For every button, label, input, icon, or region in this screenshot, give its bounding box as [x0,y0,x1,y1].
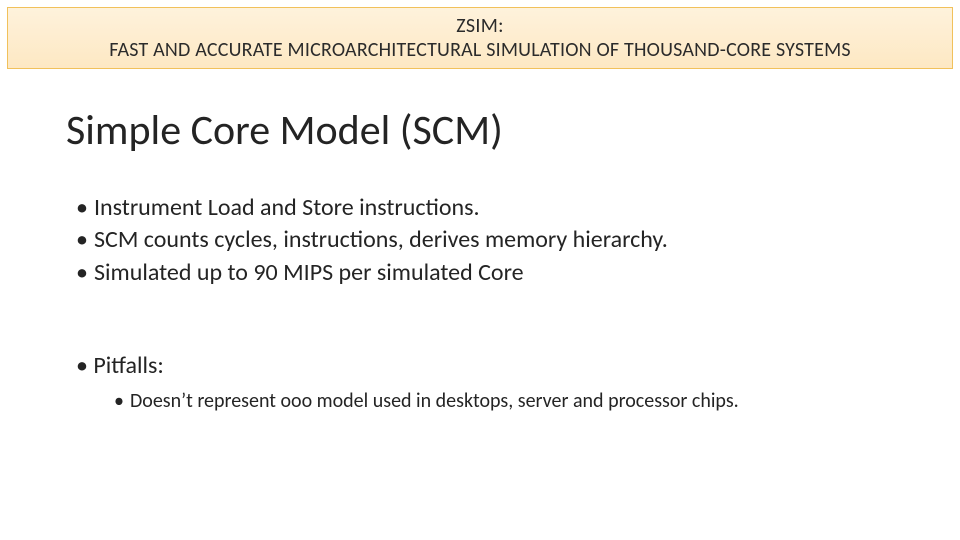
list-item: • SCM counts cycles, instructions, deriv… [76,224,896,256]
sub-bullet-text: Doesn’t represent ooo model used in desk… [130,388,739,415]
pitfalls-sub-bullets: • Doesn’t represent ooo model used in de… [114,388,896,415]
pitfalls-block: • Pitfalls: • Doesn’t represent ooo mode… [76,350,896,415]
list-item: • Instrument Load and Store instructions… [76,192,896,224]
list-item: • Doesn’t represent ooo model used in de… [114,388,896,415]
bullet-text: Instrument Load and Store instructions. [94,192,480,224]
header-line2: FAST AND ACCURATE MICROARCHITECTURAL SIM… [109,38,851,62]
list-item: • Simulated up to 90 MIPS per simulated … [76,257,896,289]
slide-title: Simple Core Model (SCM) [66,105,503,156]
bullet-glyph: • [76,351,88,380]
header-line1: ZSIM: [456,14,504,38]
list-item: • Pitfalls: [76,350,896,382]
bullet-glyph: • [114,388,130,415]
bullet-text: Simulated up to 90 MIPS per simulated Co… [94,257,524,289]
bullet-glyph: • [76,257,94,289]
header-band: ZSIM: FAST AND ACCURATE MICROARCHITECTUR… [7,7,953,69]
bullet-glyph: • [76,192,94,224]
slide: ZSIM: FAST AND ACCURATE MICROARCHITECTUR… [0,0,960,540]
body-bullets: • Instrument Load and Store instructions… [76,192,896,289]
bullet-glyph: • [76,224,94,256]
pitfalls-label: Pitfalls: [93,351,163,380]
bullet-text: SCM counts cycles, instructions, derives… [94,224,668,256]
